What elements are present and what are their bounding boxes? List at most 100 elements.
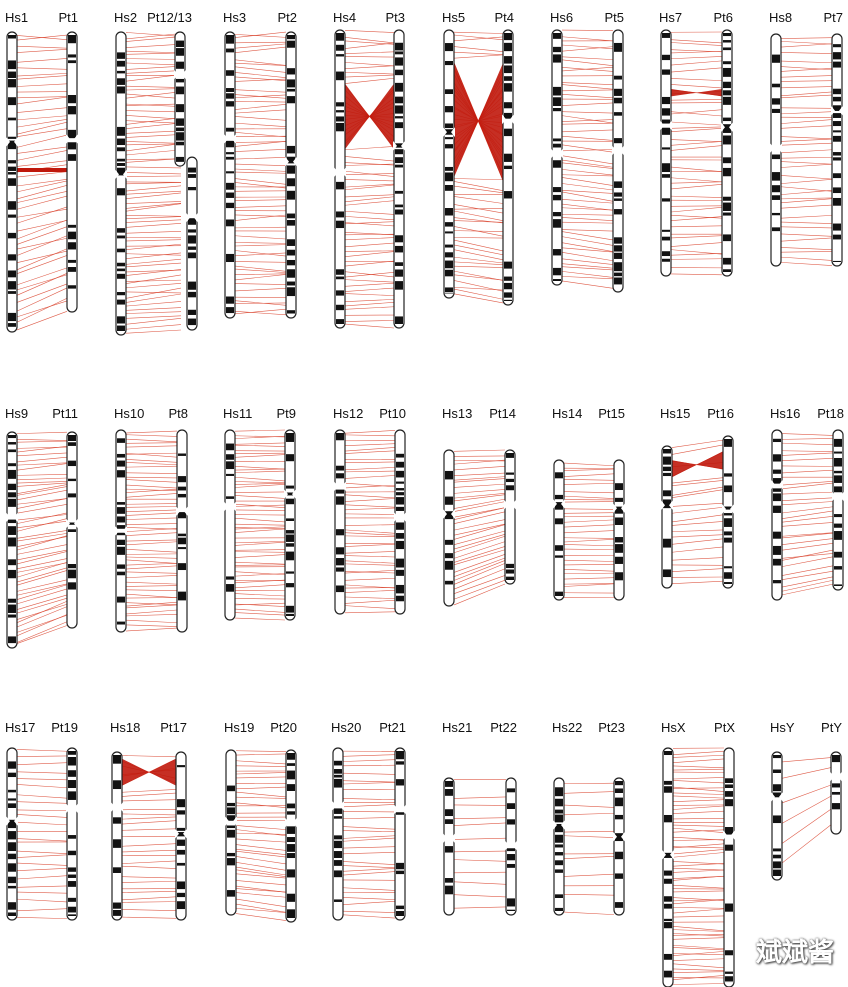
chromosome-pair-hs3: Hs3 Pt2 (223, 10, 297, 319)
human-chromosome (6, 747, 18, 921)
chromosome-band (834, 584, 842, 586)
chromosome-band (117, 507, 125, 514)
chromosome-band (723, 90, 731, 96)
centromere (613, 831, 625, 842)
synteny-line (125, 609, 178, 615)
human-chromosome (115, 31, 127, 336)
synteny-line (453, 894, 507, 898)
synteny-line (125, 143, 182, 146)
chromosome-band (615, 483, 623, 491)
synteny-line (344, 301, 395, 307)
synteny-line (672, 934, 725, 936)
chromosome-band (833, 113, 841, 118)
synteny-line (670, 166, 723, 172)
chimp-chromosome-label: Pt21 (379, 720, 406, 735)
chromosome-band (178, 476, 186, 483)
chromosome-band (504, 83, 512, 92)
chromosome-band (834, 451, 842, 454)
synteny-line (235, 750, 287, 752)
synteny-line (453, 822, 507, 826)
chromosome-band (8, 117, 16, 121)
synteny-line (561, 115, 614, 124)
chromosome-band (833, 197, 841, 206)
synteny-line (16, 267, 68, 286)
synteny-line (16, 504, 68, 514)
chromosome-band (8, 35, 16, 39)
centromere (175, 828, 187, 839)
synteny-line (342, 897, 396, 900)
synteny-line (344, 184, 395, 191)
synteny-line (781, 469, 834, 474)
synteny-line (125, 548, 178, 553)
synteny-line (453, 906, 507, 909)
synteny-lines (563, 782, 615, 915)
chromosome-band (773, 454, 781, 462)
synteny-lines (670, 31, 723, 276)
chromosome-band (555, 894, 563, 898)
synteny-line (125, 74, 182, 82)
synteny-line (453, 881, 507, 885)
inversion-bowtie (671, 89, 722, 97)
centromere (504, 499, 516, 510)
synteny-line (125, 488, 178, 492)
chromosome-band (68, 478, 76, 482)
chromosome-band (445, 287, 453, 293)
synteny-line (781, 442, 834, 446)
chromosome-band (334, 816, 342, 819)
chromosome-band (504, 102, 512, 109)
human-chromosome (111, 751, 123, 921)
synteny-line (344, 242, 395, 248)
synteny-line (125, 245, 182, 247)
synteny-line (672, 839, 725, 841)
synteny-line (672, 863, 725, 867)
chromosome-band (615, 814, 623, 820)
chromosome-band (664, 870, 672, 876)
synteny-line (16, 771, 68, 774)
synteny-line (670, 184, 723, 190)
synteny-line (125, 493, 178, 498)
chromosome-band (176, 141, 184, 146)
centromere (722, 503, 734, 514)
synteny-line (453, 871, 507, 874)
chromosome-band (68, 442, 76, 446)
human-chromosome-label: Hs10 (114, 406, 144, 421)
chromosome-band (832, 803, 840, 810)
synteny-line (670, 249, 723, 255)
synteny-line (125, 149, 182, 156)
human-chromosome (224, 31, 236, 319)
chromosome-band (504, 153, 512, 162)
synteny-line (453, 220, 504, 223)
chromosome-band (177, 839, 185, 846)
synteny-line (16, 535, 68, 551)
synteny-line (453, 511, 506, 524)
chromosome-band (395, 116, 403, 119)
synteny-line (125, 192, 182, 199)
chromosome-band (117, 564, 125, 569)
synteny-line (125, 324, 182, 330)
chimp-chromosome (285, 749, 297, 923)
synteny-line (125, 430, 178, 434)
synteny-line (781, 516, 834, 523)
synteny-line (125, 512, 178, 516)
chromosome-band (117, 525, 125, 529)
chromosome-band (773, 861, 781, 869)
chromosome-band (663, 499, 671, 509)
chromosome-band (286, 492, 294, 496)
synteny-line (16, 898, 68, 903)
chromosome-band (226, 171, 234, 174)
synteny-line (453, 524, 506, 540)
synteny-line (125, 287, 182, 299)
synteny-line (670, 242, 723, 247)
chromosome-band (663, 466, 671, 472)
synteny-line (16, 600, 68, 623)
chromosome-band (507, 898, 515, 907)
synteny-line (125, 43, 182, 48)
chromosome-band (8, 803, 16, 808)
synteny-line (672, 915, 725, 918)
chromosome-band (615, 788, 623, 794)
synteny-lines (234, 429, 286, 621)
synteny-line (780, 221, 833, 224)
synteny-line (672, 884, 725, 889)
synteny-line (234, 62, 287, 66)
chromosome-band (8, 819, 16, 829)
